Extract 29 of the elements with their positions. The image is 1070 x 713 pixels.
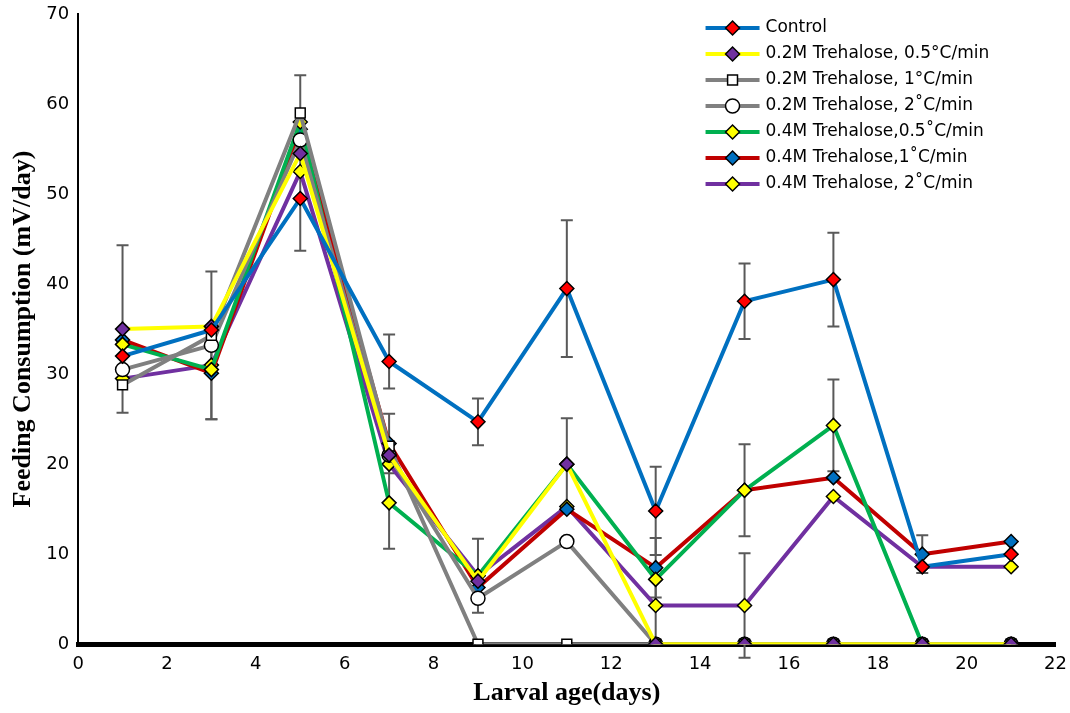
x-axis-title: Larval age(days) (473, 677, 661, 707)
legend-label: 0.2M Trehalose, 2˚C/min (765, 94, 974, 115)
y-axis-title: Feeding Consumption (mV/day) (7, 150, 37, 508)
x-tick-label: 22 (1044, 651, 1067, 673)
legend-label: Control (765, 16, 827, 37)
x-tick-label: 20 (955, 651, 979, 673)
x-tick-label: 8 (427, 651, 440, 673)
y-tick-label: 30 (46, 361, 70, 383)
x-tick-label: 0 (72, 651, 84, 673)
x-tick-label: 6 (338, 651, 351, 673)
x-tick-label: 10 (510, 651, 534, 673)
legend-label: 0.2M Trehalose, 1°C/min (765, 68, 974, 89)
y-tick-label: 60 (46, 91, 70, 113)
x-tick-label: 18 (866, 651, 890, 673)
x-tick-label: 2 (161, 651, 173, 673)
x-tick-label: 16 (777, 651, 801, 673)
y-tick-label: 20 (46, 451, 70, 473)
x-tick-label: 4 (250, 651, 262, 673)
legend-label: 0.4M Trehalose, 2˚C/min (765, 172, 974, 193)
x-tick-label: 14 (688, 651, 712, 673)
y-tick-label: 70 (46, 1, 70, 23)
y-tick-label: 0 (57, 631, 70, 653)
legend-label: 0.2M Trehalose, 0.5°C/min (765, 42, 990, 63)
y-tick-label: 10 (46, 541, 70, 563)
x-tick-label: 12 (599, 651, 623, 673)
y-tick-label: 50 (46, 181, 70, 203)
legend-label: 0.4M Trehalose,1˚C/min (765, 146, 968, 167)
legend-label: 0.4M Trehalose,0.5˚C/min (765, 120, 984, 141)
y-tick-label: 40 (46, 271, 70, 293)
